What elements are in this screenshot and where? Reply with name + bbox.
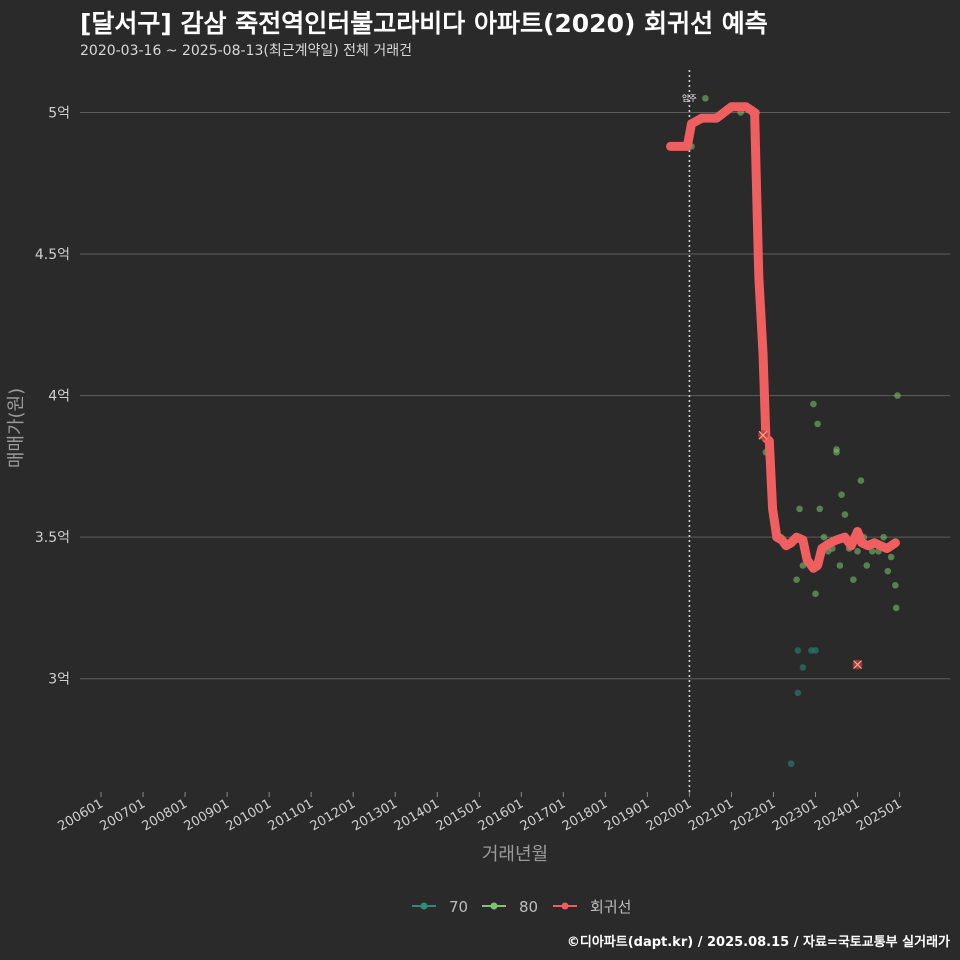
point-80 (833, 448, 840, 456)
y-tick-label: 4억 (48, 389, 70, 405)
chart-title: [달서구] 감삼 죽전역인터불고라비다 아파트(2020) 회귀선 예측 (80, 9, 768, 38)
y-tick-label: 3억 (48, 672, 70, 688)
x-tick-label: 201601 (476, 796, 526, 834)
point-70 (799, 664, 807, 671)
regression-line-path (666, 102, 900, 573)
legend-label: 70 (449, 898, 468, 916)
x-tick-label: 200601 (56, 796, 106, 834)
x-tick-label: 201801 (560, 796, 610, 834)
x-tick-label: 202101 (686, 796, 736, 834)
x-tick-label: 202001 (644, 796, 694, 834)
highlight-cross (758, 430, 768, 440)
x-tick-label: 200701 (98, 796, 148, 834)
highlight-cross (853, 660, 862, 670)
point-80 (880, 533, 887, 541)
point-80 (793, 576, 800, 583)
point-80 (702, 95, 709, 102)
point-80 (796, 505, 803, 513)
scatter-points (688, 95, 901, 767)
legend-label: 80 (519, 898, 538, 916)
highlight-markers (757, 430, 863, 670)
point-80 (841, 511, 849, 518)
move-in-line: 입주 (682, 70, 697, 792)
x-tick-label: 201401 (392, 796, 442, 834)
point-70 (787, 760, 795, 767)
legend-swatch-dot (490, 902, 498, 910)
point-80 (810, 400, 817, 408)
legend: 70 80 회귀선 (412, 898, 631, 916)
x-tick-label: 202201 (728, 796, 778, 834)
x-axis-title: 거래년월 (482, 844, 548, 865)
x-tick-label: 202501 (854, 796, 904, 834)
y-axis-title: 매매가(원) (6, 388, 27, 468)
x-axis-ticks: 2006012007012008012009012010012011012012… (56, 792, 905, 834)
point-80 (887, 553, 895, 561)
point-80 (820, 533, 828, 541)
x-tick-label: 201101 (266, 796, 316, 834)
legend-swatch-dot (561, 902, 569, 910)
move-in-label: 입주 (682, 94, 697, 103)
point-80 (816, 505, 824, 513)
x-tick-label: 201501 (434, 796, 484, 834)
point-70 (812, 647, 819, 654)
point-80 (836, 562, 844, 569)
y-tick-label: 5억 (48, 105, 70, 121)
point-80 (812, 590, 819, 598)
point-80 (892, 604, 900, 612)
x-tick-label: 202301 (770, 796, 820, 834)
point-70 (794, 647, 802, 654)
x-tick-label: 201201 (308, 796, 358, 834)
point-80 (868, 548, 876, 555)
regression-line (666, 102, 900, 573)
point-80 (814, 420, 821, 428)
legend-label: 회귀선 (590, 898, 631, 916)
y-tick-label: 4.5억 (35, 247, 70, 263)
point-80 (850, 576, 857, 583)
x-tick-label: 202401 (812, 796, 862, 834)
y-tick-label: 3.5억 (35, 530, 70, 546)
x-tick-label: 200801 (140, 796, 190, 834)
point-80 (838, 491, 845, 499)
chart-subtitle: 2020-03-16 ~ 2025-08-13(최근계약일) 전체 거래건 (80, 43, 412, 59)
x-tick-label: 200901 (182, 796, 232, 834)
point-80 (863, 562, 871, 569)
point-80 (894, 392, 901, 399)
legend-swatch-dot (420, 902, 428, 910)
x-tick-label: 201701 (518, 796, 568, 834)
point-80 (857, 477, 865, 484)
source-credit: ©디아파트(dapt.kr) / 2025.08.15 / 자료=국토교통부 실… (566, 935, 950, 950)
y-axis-ticks: 3억 3.5억 4억 4.5억 5억 (35, 105, 70, 687)
x-tick-label: 201001 (224, 796, 274, 834)
point-80 (884, 567, 892, 575)
x-tick-label: 201901 (602, 796, 652, 834)
x-tick-label: 201301 (350, 796, 400, 834)
point-80 (892, 582, 899, 589)
point-80 (854, 548, 861, 555)
grid-lines (80, 111, 950, 680)
point-70 (794, 689, 802, 697)
